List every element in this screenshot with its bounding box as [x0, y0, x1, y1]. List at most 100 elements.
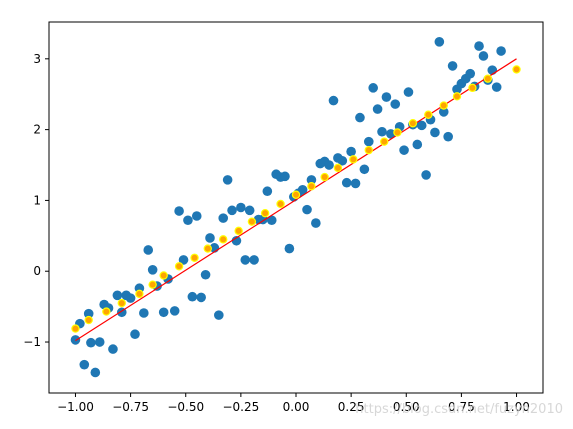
- data-point: [438, 107, 449, 117]
- prediction-point: [84, 315, 93, 325]
- data-point: [222, 175, 233, 185]
- data-point: [191, 211, 202, 221]
- prediction-point: [135, 289, 144, 299]
- prediction-point: [320, 172, 329, 182]
- fit-line: [75, 58, 517, 342]
- prediction-point: [234, 226, 243, 236]
- data-point: [350, 178, 361, 189]
- prediction-point: [424, 110, 433, 119]
- x-tick-label: 0.25: [338, 400, 365, 414]
- data-point: [158, 307, 169, 318]
- data-point: [412, 139, 423, 150]
- prediction-point: [71, 324, 80, 333]
- data-point: [284, 243, 295, 254]
- data-point: [187, 291, 198, 302]
- x-tick-label: 0.75: [448, 400, 475, 414]
- data-point: [196, 292, 206, 303]
- data-point: [139, 308, 149, 318]
- prediction-point: [307, 182, 316, 191]
- data-point: [227, 205, 237, 216]
- data-point: [491, 82, 502, 92]
- prediction-point: [203, 244, 212, 253]
- data-point: [147, 265, 158, 275]
- prediction-point: [439, 101, 448, 110]
- data-point: [447, 61, 458, 71]
- prediction-point: [291, 190, 301, 199]
- data-point: [306, 175, 317, 185]
- x-tick-label: −0.25: [222, 400, 259, 414]
- prediction-point: [148, 280, 157, 289]
- prediction-point: [190, 253, 199, 262]
- data-point: [443, 131, 453, 142]
- data-point: [280, 171, 290, 182]
- data-point: [399, 145, 409, 155]
- y-tick-label: 2: [33, 123, 41, 137]
- prediction-point: [276, 199, 285, 209]
- y-tick-label: 1: [33, 193, 41, 207]
- data-point: [363, 136, 374, 147]
- data-point: [178, 255, 189, 265]
- prediction-layer: [71, 65, 521, 333]
- data-point: [266, 215, 277, 226]
- prediction-point: [117, 298, 126, 308]
- data-point: [249, 255, 259, 265]
- data-point: [218, 213, 229, 223]
- x-tick-label: −0.50: [167, 400, 204, 414]
- data-point: [487, 65, 498, 75]
- y-tick-label: 3: [33, 52, 41, 66]
- prediction-point: [380, 137, 389, 146]
- data-point: [108, 344, 118, 354]
- data-point: [240, 255, 251, 265]
- data-point: [324, 160, 334, 170]
- data-point: [236, 202, 246, 213]
- data-point: [478, 51, 489, 61]
- data-point: [346, 146, 356, 157]
- data-points-layer: [70, 37, 506, 378]
- data-point: [143, 245, 154, 255]
- prediction-point: [483, 74, 493, 83]
- data-point: [86, 337, 96, 348]
- data-point: [403, 87, 414, 97]
- y-tick-label: −1: [23, 335, 41, 349]
- data-point: [112, 290, 123, 301]
- prediction-point: [219, 235, 228, 244]
- data-point: [368, 83, 378, 93]
- x-tick-label: −1.00: [57, 400, 94, 414]
- prediction-point: [393, 128, 402, 137]
- data-point: [434, 37, 445, 47]
- data-point: [311, 218, 321, 228]
- data-point: [328, 95, 339, 106]
- fit-line-layer: [75, 58, 517, 342]
- data-point: [83, 308, 94, 319]
- prediction-point: [102, 307, 111, 316]
- data-point: [474, 41, 484, 51]
- data-point: [377, 126, 387, 137]
- prediction-point: [408, 119, 418, 128]
- data-point: [386, 129, 396, 139]
- prediction-point: [333, 163, 343, 173]
- prediction-point: [512, 65, 521, 74]
- data-point: [130, 329, 140, 340]
- watermark: https://blog.csdn.net/fuzyn2010: [355, 402, 563, 417]
- data-point: [496, 46, 506, 56]
- x-tick-label: 0.50: [393, 400, 420, 414]
- data-point: [355, 112, 365, 123]
- data-point: [302, 204, 312, 215]
- data-point: [416, 120, 427, 131]
- prediction-point: [349, 155, 358, 164]
- data-point: [372, 104, 383, 114]
- data-point: [205, 233, 215, 243]
- prediction-point: [247, 217, 257, 226]
- data-point: [94, 337, 105, 347]
- data-point: [90, 367, 101, 378]
- data-point: [430, 127, 440, 138]
- data-point: [465, 68, 476, 79]
- data-point: [421, 170, 431, 180]
- prediction-point: [260, 208, 270, 218]
- prediction-point: [364, 145, 373, 155]
- prediction-point: [174, 262, 184, 271]
- data-point: [337, 155, 348, 166]
- data-point: [214, 310, 224, 320]
- data-point: [79, 359, 90, 370]
